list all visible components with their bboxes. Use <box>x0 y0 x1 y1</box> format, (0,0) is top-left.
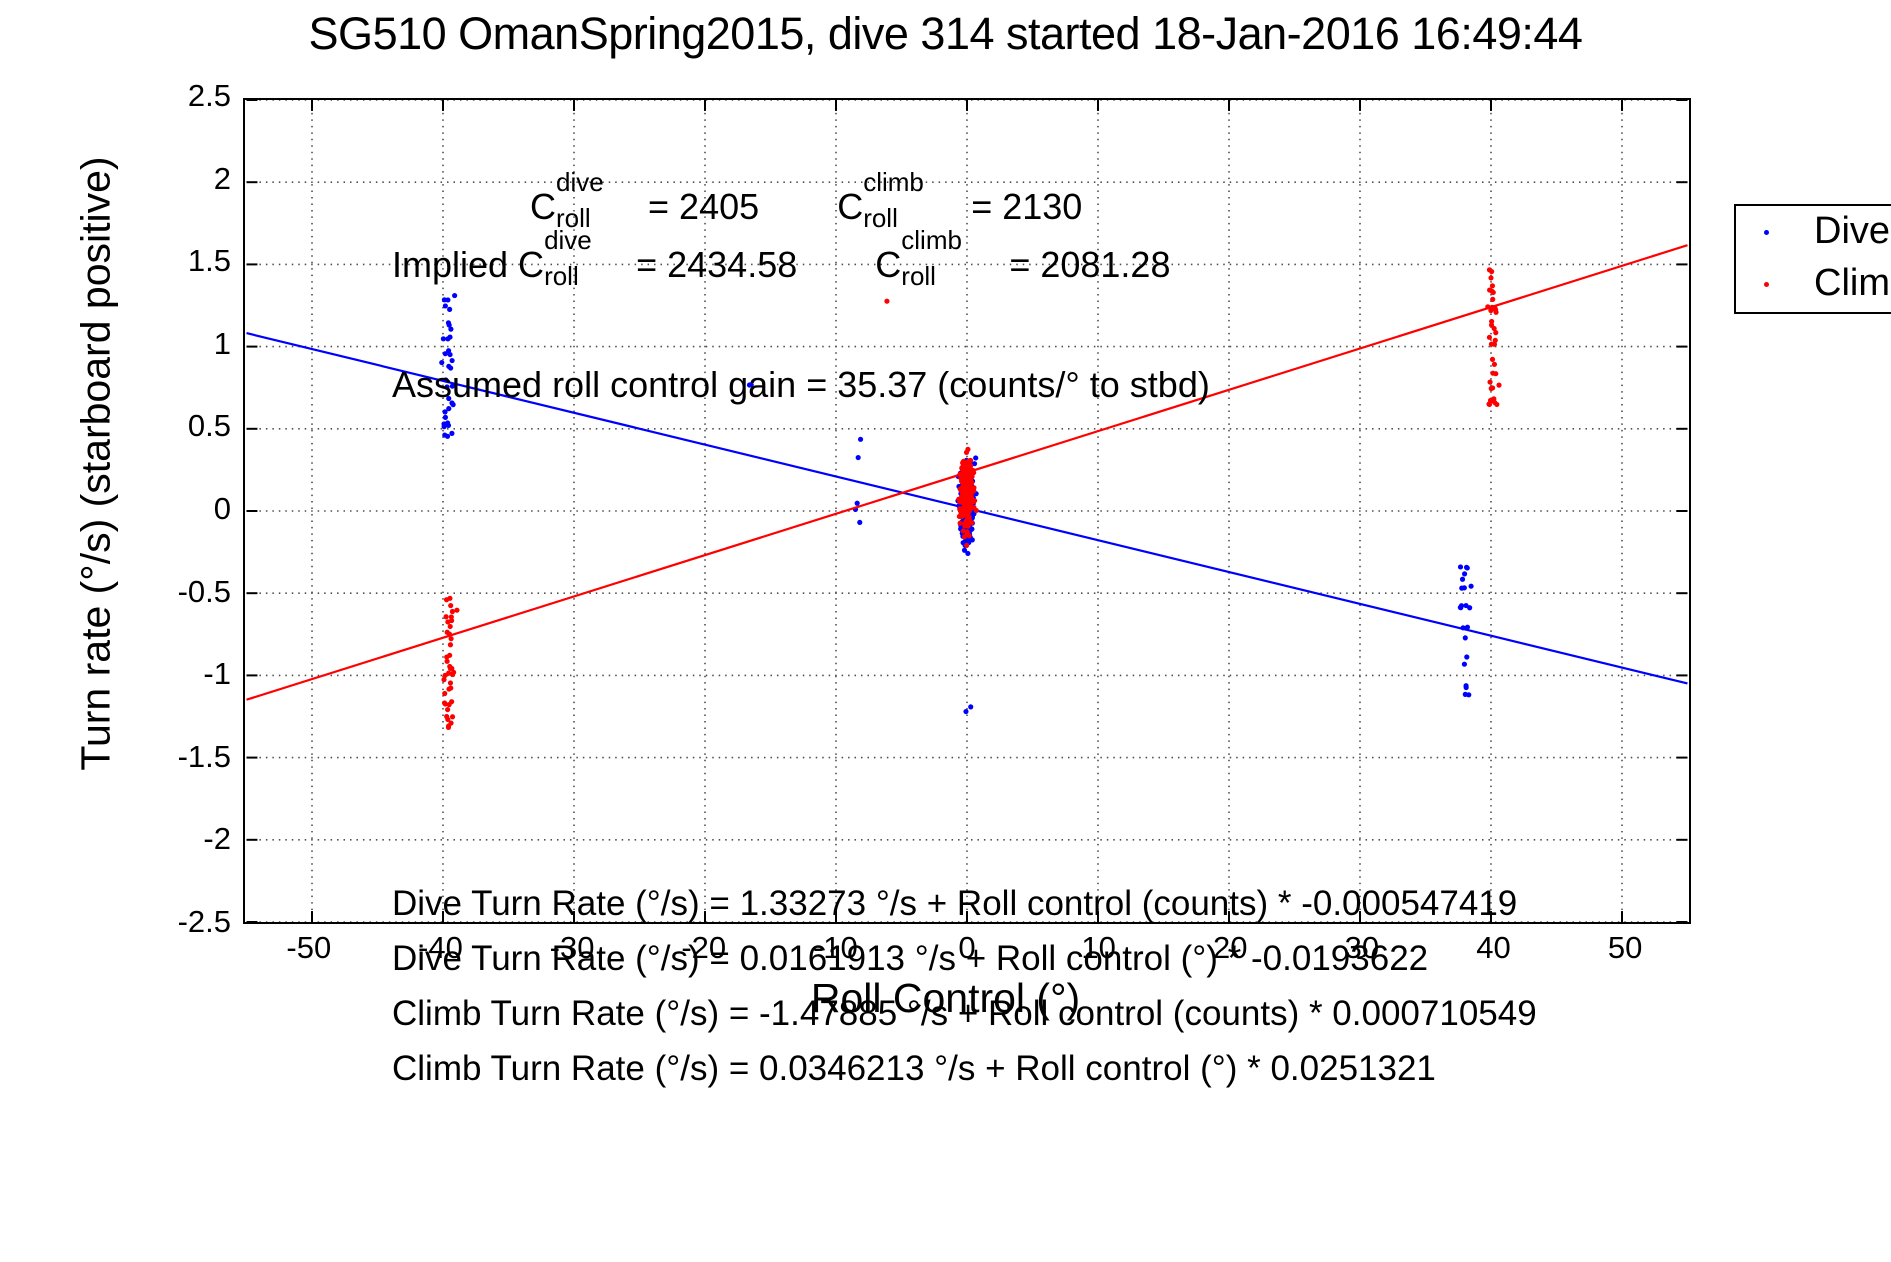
y-tick-label: -0.5 <box>177 573 231 609</box>
y-tick-label: 1 <box>213 325 231 361</box>
croll-climb-value: = 2130 <box>971 186 1083 227</box>
legend-entry-dive[interactable]: Dive <box>1736 206 1891 261</box>
x-tick-label: -40 <box>418 930 463 965</box>
implied-climb-value: = 2081.28 <box>1009 244 1171 285</box>
equation-climb-degrees: Climb Turn Rate (°/s) = 0.0346213 °/s + … <box>392 1049 1436 1088</box>
y-tick-label: 2 <box>213 160 231 196</box>
x-tick-label: 40 <box>1476 930 1511 965</box>
y-tick-label: -2.5 <box>177 904 231 939</box>
equation-dive-degrees: Dive Turn Rate (°/s) = 0.0161913 °/s + R… <box>392 939 1429 978</box>
legend-entry-climb[interactable]: Climb <box>1736 258 1891 313</box>
legend-label-climb: Climb <box>1814 262 1891 304</box>
annotation-gain-line: Assumed roll control gain = 35.37 (count… <box>392 364 1210 405</box>
x-tick-label: -10 <box>812 930 858 965</box>
y-tick-label: 0 <box>213 491 231 526</box>
croll-climb-symbol: C climb roll <box>837 167 924 233</box>
y-axis-title: Turn rate (°/s) (starboard positive) <box>72 156 119 771</box>
page-title: SG510 OmanSpring2015, dive 314 started 1… <box>308 8 1583 59</box>
implied-climb-symbol: C climb roll <box>875 225 962 291</box>
x-tick-label: 30 <box>1344 930 1380 965</box>
x-tick-label: 50 <box>1607 930 1643 965</box>
x-tick-label: -50 <box>286 930 332 965</box>
y-tick-label: 0.5 <box>187 408 231 444</box>
x-tick-label: -30 <box>549 930 595 965</box>
annotation-implied-line: Implied C dive roll = 2434.58 C climb ro… <box>392 225 1171 291</box>
legend[interactable]: Dive Climb <box>1734 204 1891 314</box>
equation-dive-counts: Dive Turn Rate (°/s) = 1.33273 °/s + Rol… <box>392 884 1518 923</box>
x-tick-label: -20 <box>681 930 727 965</box>
implied-dive-value: = 2434.58 <box>636 244 798 285</box>
croll-dive-value: = 2405 <box>648 186 760 227</box>
y-tick-label: 1.5 <box>187 243 231 279</box>
y-tick-label: 2.5 <box>187 78 231 113</box>
x-tick-label: 10 <box>1081 930 1116 965</box>
implied-dive-symbol: Implied C dive roll <box>392 225 592 291</box>
climb-marker-icon <box>1764 282 1769 287</box>
x-tick-label: 0 <box>958 930 976 965</box>
y-tick-label: -1 <box>203 656 231 692</box>
equation-climb-counts: Climb Turn Rate (°/s) = -1.47885 °/s + R… <box>392 994 1537 1033</box>
legend-label-dive: Dive <box>1814 210 1891 252</box>
croll-dive-symbol: C dive roll <box>530 167 604 233</box>
y-tick-label: -1.5 <box>177 738 231 774</box>
annotation-croll-line: C dive roll = 2405 C climb roll = 2130 <box>530 167 1083 233</box>
x-axis-title: Roll Control (°) <box>810 975 1081 1021</box>
y-tick-label: -2 <box>203 821 231 857</box>
x-tick-label: 20 <box>1213 930 1248 965</box>
dive-marker-icon <box>1764 230 1769 235</box>
